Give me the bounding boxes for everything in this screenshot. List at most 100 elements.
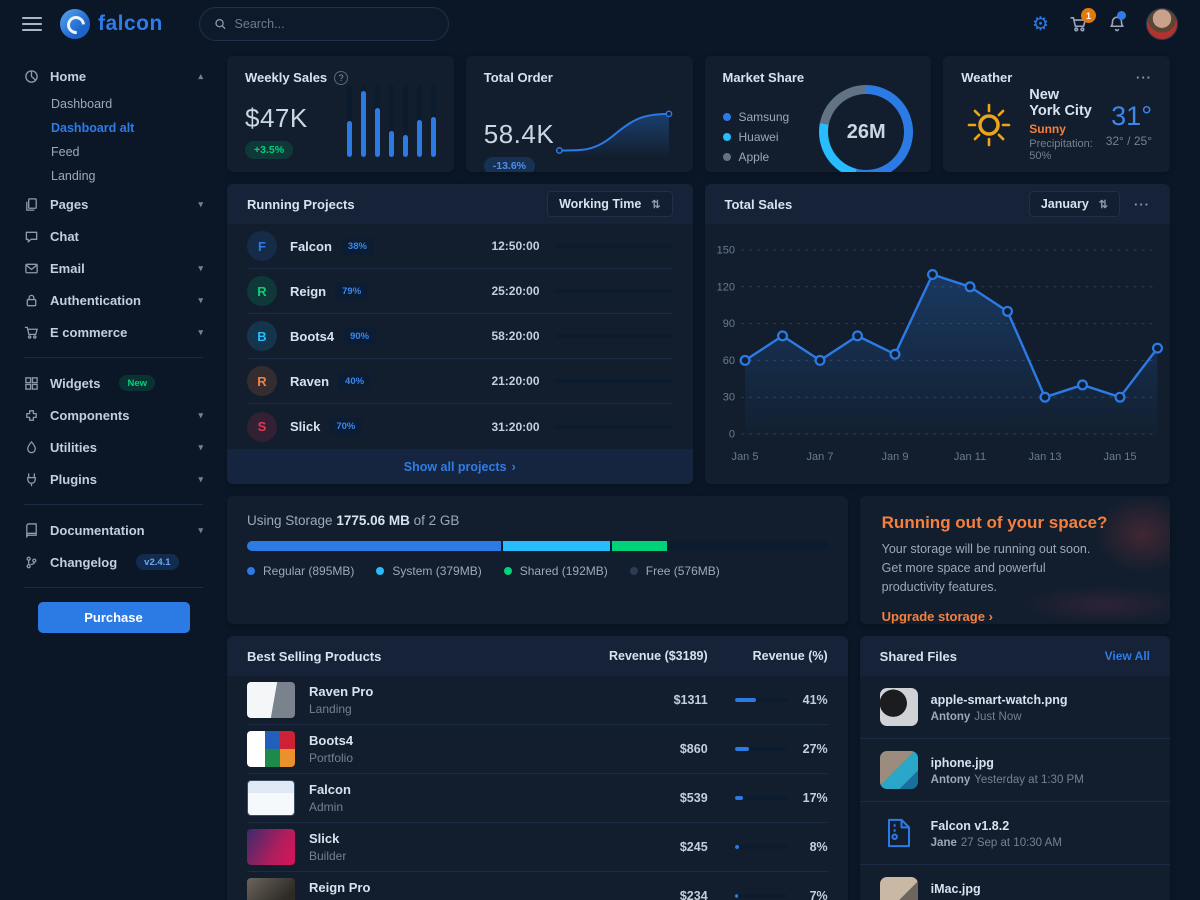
product-row: Reign Pro Agency $234 7% [247,872,828,900]
legend-dot [376,567,385,575]
file-thumbnail [879,877,918,900]
sidebar-item-ecommerce[interactable]: E commerce ▾ [24,316,203,348]
project-percent-badge: 38% [340,237,374,255]
project-name-link[interactable]: Raven [290,373,330,389]
project-percent-badge: 79% [335,282,369,300]
total-order-title: Total Order [483,70,553,85]
project-avatar: S [247,411,277,442]
running-projects-card: Running Projects Working Time ⇅ F Falcon… [227,184,693,484]
file-thumbnail [879,751,918,789]
view-all-link[interactable]: View All [1104,649,1150,663]
sidebar-item-email[interactable]: Email ▾ [24,252,203,284]
sidebar-item-plugins[interactable]: Plugins ▾ [24,463,203,495]
sidebar-item-authentication[interactable]: Authentication ▾ [24,284,203,316]
sidebar-item-utilities[interactable]: Utilities ▾ [24,431,203,463]
weekly-sales-title: Weekly Sales [245,70,328,85]
file-name-link[interactable]: apple-smart-watch.png [930,692,1068,707]
card-menu-icon[interactable]: ··· [1136,70,1152,85]
total-sales-card: Total Sales January ⇅ ··· 0 30 60 90 120 150 J… [704,184,1170,484]
product-percent: 8% [809,840,828,854]
project-time: 25:20:00 [491,284,540,298]
user-avatar[interactable] [1146,8,1178,40]
legend-dot [629,567,638,575]
product-progress-bar [734,698,787,702]
weekly-sales-value: $47K [245,103,308,133]
sidebar-divider [24,587,203,588]
new-badge: New [119,375,155,391]
project-name-link[interactable]: Boots4 [290,328,335,344]
product-percent: 27% [802,742,828,756]
search-box[interactable] [198,7,449,41]
upgrade-storage-link[interactable]: Upgrade storage › [881,609,993,624]
falcon-logo[interactable]: falcon [60,9,163,39]
file-item: iphone.jpg Antony Yesterday at 1:30 PM [859,739,1170,802]
weekly-sales-bar-chart [346,85,436,157]
sidebar-divider [24,504,203,505]
product-thumbnail [247,682,295,718]
svg-text:Jan 11: Jan 11 [953,451,985,463]
product-row: Falcon Admin $539 17% [247,774,828,823]
products-title: Best Selling Products [247,648,382,664]
notifications-bell-icon[interactable] [1108,11,1126,33]
product-percent: 7% [809,889,828,900]
file-name-link[interactable]: iMac.jpg [930,881,981,896]
product-name-link[interactable]: Boots4 [309,733,354,748]
settings-gear-icon[interactable]: ⚙ [1031,13,1049,35]
file-item: apple-smart-watch.png Antony Just Now [859,676,1170,739]
sidebar-item-dashboard-alt[interactable]: Dashboard alt [51,121,135,135]
sidebar-item-documentation[interactable]: Documentation ▾ [24,514,203,546]
sidebar-item-components[interactable]: Components ▾ [24,399,203,431]
sidebar-item-dashboard[interactable]: Dashboard [51,97,113,111]
project-name-link[interactable]: Falcon [290,238,332,254]
legend-dot [247,567,255,575]
chevron-down-icon: ▾ [198,198,203,209]
file-name-link[interactable]: Falcon v1.8.2 [930,818,1010,833]
file-item: Falcon v1.8.2 Jane 27 Sep at 10:30 AM [859,802,1170,865]
project-name-link[interactable]: Reign [290,283,327,299]
chevron-down-icon: ▾ [198,473,203,484]
svg-text:90: 90 [722,318,734,330]
market-share-card: Market Share Samsung Huawei Apple 26M [704,56,932,172]
product-thumbnail [247,780,295,816]
file-owner: Antony [930,710,971,723]
help-icon[interactable]: ? [334,70,349,85]
file-time: Just Now [974,710,1022,723]
project-time: 58:20:00 [491,329,540,343]
product-name-link[interactable]: Slick [309,831,340,846]
menu-toggle-icon[interactable] [22,17,42,31]
sidebar-item-landing[interactable]: Landing [51,169,96,183]
file-time: Yesterday at 1:30 PM [974,773,1084,786]
sidebar-item-feed[interactable]: Feed [51,145,80,159]
product-name-link[interactable]: Raven Pro [309,684,374,699]
product-category: Agency [309,898,548,900]
sidebar-item-changelog[interactable]: Changelog v2.4.1 [24,546,203,578]
product-row: Slick Builder $245 8% [247,823,828,872]
file-name-link[interactable]: iphone.jpg [930,755,994,770]
chevron-up-icon: ▴ [198,70,203,81]
svg-text:60: 60 [722,355,734,367]
search-input[interactable] [234,17,434,31]
month-select[interactable]: January ⇅ [1028,191,1120,217]
card-menu-icon[interactable]: ··· [1134,196,1150,212]
working-time-select[interactable]: Working Time ⇅ [547,191,673,217]
file-time: 27 Sep at 10:30 AM [960,836,1062,849]
file-owner: Jane [930,836,957,849]
purchase-button[interactable]: Purchase [37,602,190,633]
sidebar-item-chat[interactable]: Chat [24,220,203,252]
plug-icon [24,472,39,487]
weekly-sales-change-badge: +3.5% [245,141,294,159]
project-name-link[interactable]: Slick [290,419,321,434]
svg-text:0: 0 [728,429,734,441]
product-category: Landing [309,702,352,716]
chart-pie-icon [24,69,39,84]
sidebar-item-home[interactable]: Home ▴ [24,60,203,92]
sidebar-item-widgets[interactable]: Widgets New [24,367,203,399]
product-category: Portfolio [309,751,354,765]
total-order-card: Total Order 58.4K -13.6% [465,56,693,172]
sidebar-item-pages[interactable]: Pages ▾ [24,188,203,220]
best-selling-products-card: Best Selling Products Revenue ($3189) Re… [227,636,848,900]
show-all-projects-link[interactable]: Show all projects › [227,449,693,484]
cart-icon[interactable]: 1 [1069,8,1096,33]
product-name-link[interactable]: Falcon [309,782,351,797]
product-name-link[interactable]: Reign Pro [309,880,371,895]
